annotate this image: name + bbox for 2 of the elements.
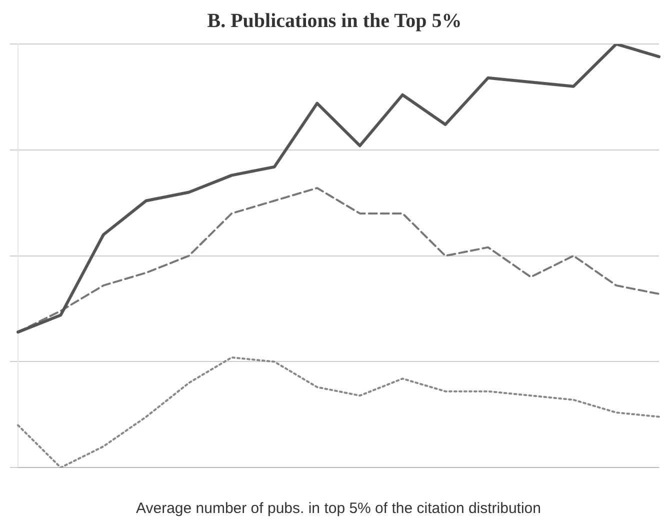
chart-title: B. Publications in the Top 5%	[207, 10, 462, 32]
x-axis-title: Average number of pubs. in top 5% of the citation distribution	[136, 500, 541, 518]
